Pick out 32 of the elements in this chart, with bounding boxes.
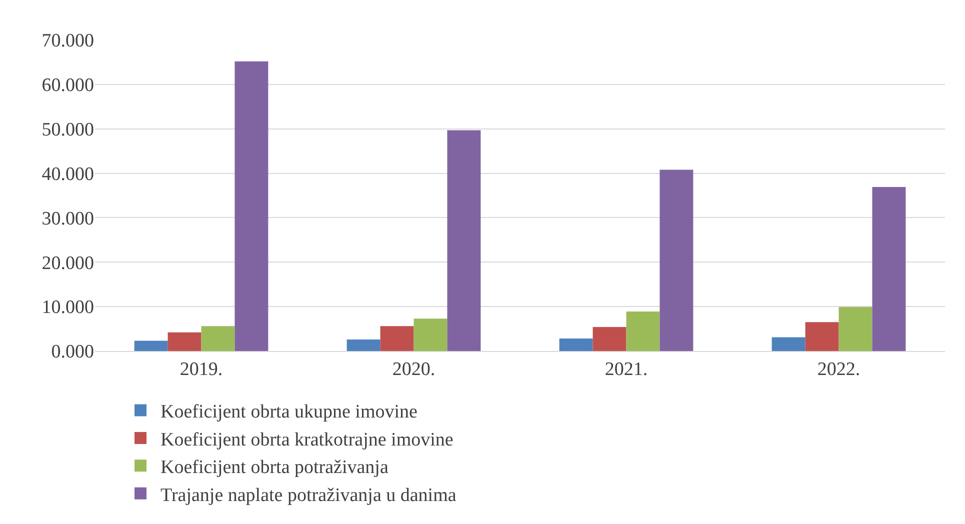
x-tick-label: 2021. xyxy=(604,358,648,380)
bar xyxy=(447,130,481,351)
y-tick-label: 30.000 xyxy=(42,208,94,230)
x-tick-label: 2022. xyxy=(817,358,860,380)
legend-label: Koeficijent obrta potraživanja xyxy=(160,457,389,478)
bar xyxy=(346,339,380,351)
bar xyxy=(414,318,448,351)
legend-label: Koeficijent obrta kratkotrajne imovine xyxy=(160,429,454,450)
legend-label: Koeficijent obrta ukupne imovine xyxy=(160,402,418,423)
bar xyxy=(234,61,268,351)
bar xyxy=(201,326,235,351)
y-tick-label: 10.000 xyxy=(42,297,94,318)
bar xyxy=(592,327,626,351)
bar xyxy=(168,332,202,351)
legend-label: Trajanje naplate potraživanja u danima xyxy=(160,484,457,506)
x-tick-label: 2019. xyxy=(180,358,223,380)
bar xyxy=(660,170,694,351)
bar xyxy=(134,340,168,351)
x-tick-label: 2020. xyxy=(392,358,436,380)
y-tick-label: 50.000 xyxy=(42,120,94,141)
y-tick-label: 20.000 xyxy=(42,252,94,274)
bar xyxy=(805,322,839,351)
y-tick-label: 60.000 xyxy=(42,75,94,96)
bar xyxy=(559,338,593,351)
bar xyxy=(772,337,806,351)
bar xyxy=(626,311,660,351)
y-tick-label: 0.000 xyxy=(51,342,94,363)
bar xyxy=(380,326,414,351)
bar xyxy=(872,187,906,351)
bar xyxy=(838,307,872,351)
y-tick-label: 70.000 xyxy=(42,30,94,52)
y-tick-label: 40.000 xyxy=(42,164,94,185)
